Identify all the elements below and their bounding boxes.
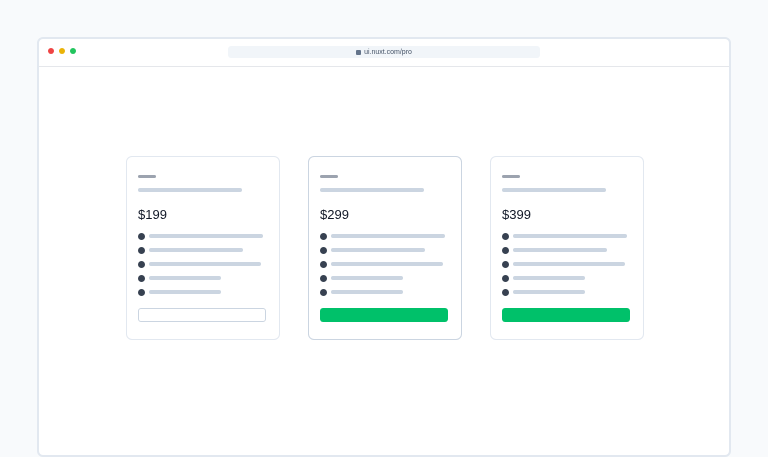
plan-price: $199 bbox=[138, 207, 167, 222]
plan-name-placeholder bbox=[138, 175, 156, 178]
minimize-dot-icon[interactable] bbox=[59, 48, 65, 54]
feature-item bbox=[320, 288, 403, 296]
bullet-icon bbox=[502, 260, 509, 268]
plan-name-placeholder bbox=[502, 175, 520, 178]
feature-item bbox=[138, 260, 261, 268]
close-dot-icon[interactable] bbox=[48, 48, 54, 54]
plan-price: $399 bbox=[502, 207, 531, 222]
maximize-dot-icon[interactable] bbox=[70, 48, 76, 54]
plan-name-placeholder bbox=[320, 175, 338, 178]
feature-placeholder bbox=[331, 276, 403, 280]
feature-item bbox=[138, 274, 221, 282]
feature-item bbox=[320, 260, 443, 268]
bullet-icon bbox=[138, 260, 145, 268]
lock-icon bbox=[356, 49, 362, 55]
bullet-icon bbox=[502, 232, 509, 240]
feature-item bbox=[502, 246, 607, 254]
plan-description-placeholder bbox=[320, 188, 424, 192]
feature-placeholder bbox=[331, 234, 445, 238]
bullet-icon bbox=[138, 274, 145, 282]
feature-placeholder bbox=[149, 248, 243, 252]
feature-placeholder bbox=[513, 276, 585, 280]
plan-cta-button[interactable] bbox=[502, 308, 630, 322]
feature-placeholder bbox=[331, 290, 403, 294]
address-bar[interactable]: ui.nuxt.com/pro bbox=[228, 46, 540, 58]
feature-placeholder bbox=[513, 290, 585, 294]
plan-description-placeholder bbox=[138, 188, 242, 192]
feature-item bbox=[320, 232, 445, 240]
feature-item bbox=[502, 232, 627, 240]
feature-item bbox=[138, 246, 243, 254]
bullet-icon bbox=[138, 246, 145, 254]
bullet-icon bbox=[138, 288, 145, 296]
bullet-icon bbox=[320, 246, 327, 254]
feature-placeholder bbox=[331, 262, 443, 266]
browser-toolbar: ui.nuxt.com/pro bbox=[39, 39, 729, 67]
feature-placeholder bbox=[149, 276, 221, 280]
feature-placeholder bbox=[331, 248, 425, 252]
pricing-card: $199 bbox=[126, 156, 280, 340]
pricing-card: $399 bbox=[490, 156, 644, 340]
plan-cta-button[interactable] bbox=[138, 308, 266, 322]
feature-item bbox=[320, 246, 425, 254]
bullet-icon bbox=[502, 246, 509, 254]
bullet-icon bbox=[502, 274, 509, 282]
feature-placeholder bbox=[149, 234, 263, 238]
feature-item bbox=[502, 288, 585, 296]
feature-placeholder bbox=[149, 290, 221, 294]
feature-item bbox=[502, 274, 585, 282]
feature-item bbox=[502, 260, 625, 268]
pricing-card: $299 bbox=[308, 156, 462, 340]
feature-placeholder bbox=[513, 262, 625, 266]
feature-item bbox=[138, 288, 221, 296]
feature-placeholder bbox=[513, 234, 627, 238]
bullet-icon bbox=[502, 288, 509, 296]
plan-price: $299 bbox=[320, 207, 349, 222]
bullet-icon bbox=[320, 288, 327, 296]
bullet-icon bbox=[138, 232, 145, 240]
bullet-icon bbox=[320, 260, 327, 268]
feature-item bbox=[320, 274, 403, 282]
bullet-icon bbox=[320, 232, 327, 240]
plan-cta-button[interactable] bbox=[320, 308, 448, 322]
url-text: ui.nuxt.com/pro bbox=[364, 48, 412, 56]
feature-item bbox=[138, 232, 263, 240]
feature-placeholder bbox=[149, 262, 261, 266]
feature-placeholder bbox=[513, 248, 607, 252]
plan-description-placeholder bbox=[502, 188, 606, 192]
bullet-icon bbox=[320, 274, 327, 282]
